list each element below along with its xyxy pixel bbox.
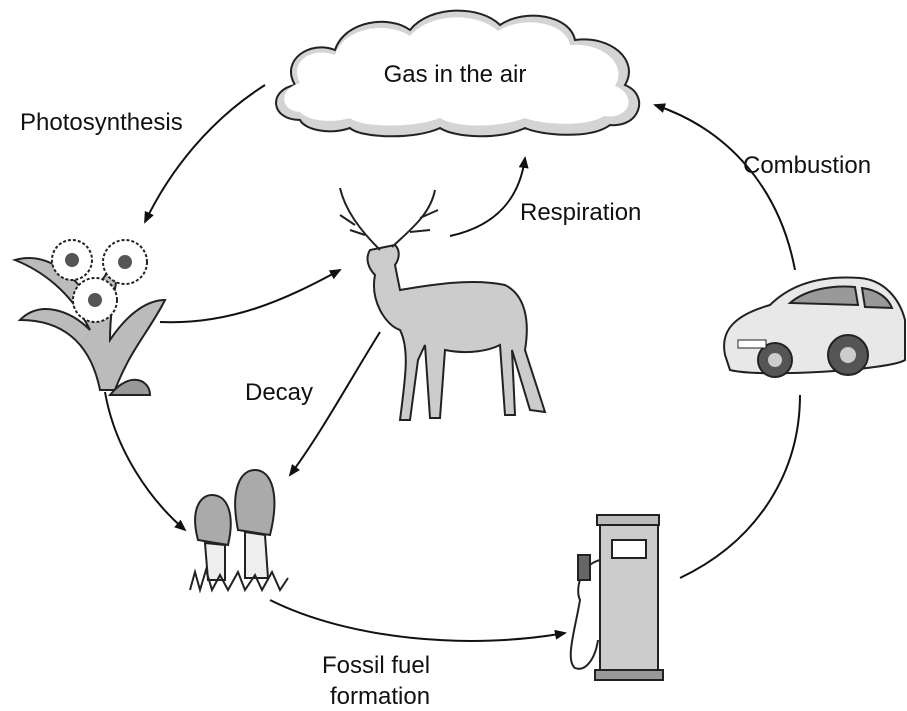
decay-label: Decay <box>245 379 313 406</box>
carbon-cycle-diagram: Gas in the air <box>0 0 907 711</box>
arrow-photosynthesis <box>145 85 265 222</box>
fossil-fuel-label-line1: Fossil fuel <box>322 652 430 679</box>
fossil-fuel-label-line2: formation <box>330 683 430 710</box>
arrow-pump-to-car <box>680 395 800 578</box>
arrow-respiration <box>450 158 525 236</box>
arrow-plant-to-deer <box>160 270 340 322</box>
deer <box>340 188 545 420</box>
combustion-label: Combustion <box>743 152 871 179</box>
cloud: Gas in the air <box>276 11 639 137</box>
photosynthesis-label: Photosynthesis <box>20 109 183 136</box>
cloud-label: Gas in the air <box>384 61 527 88</box>
mushrooms <box>190 470 288 590</box>
arrow-combustion <box>655 105 795 270</box>
plant <box>15 240 165 395</box>
car <box>724 277 905 377</box>
arrow-plant-to-mushroom <box>105 392 185 530</box>
arrow-fossil-fuel <box>270 600 565 641</box>
respiration-label: Respiration <box>520 199 641 226</box>
page: Gas in the air <box>0 0 907 711</box>
fuel-pump <box>571 515 663 680</box>
